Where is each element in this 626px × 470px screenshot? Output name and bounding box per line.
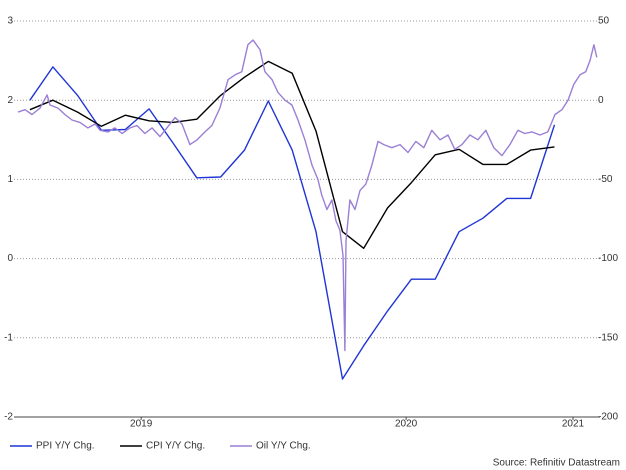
legend-label: CPI Y/Y Chg. (146, 441, 205, 452)
y2-tick-label: -100 (598, 253, 618, 264)
source: Source: Refinitiv Datastream (493, 458, 620, 469)
y-tick-label: 0 (7, 253, 13, 264)
y-tick-label: 1 (7, 174, 13, 185)
y2-tick-label: -200 (598, 412, 618, 423)
x-tick-label: 2020 (395, 419, 418, 430)
y2-tick-label: -150 (598, 332, 618, 343)
series-line (29, 66, 556, 380)
y-tick-label: 2 (7, 95, 13, 106)
y-tick-label: -2 (4, 412, 13, 423)
legend-label: PPI Y/Y Chg. (36, 441, 95, 452)
y2-tick-label: -50 (598, 174, 613, 185)
y2-tick-label: 50 (598, 16, 610, 27)
series-line (17, 39, 598, 352)
x-tick-label: 2019 (130, 419, 153, 430)
y2-tick-label: 0 (598, 95, 604, 106)
y-tick-label: -1 (4, 332, 13, 343)
series-line (29, 60, 555, 249)
y-tick-label: 3 (7, 16, 13, 27)
x-tick-label: 2021 (562, 419, 585, 430)
legend-label: Oil Y/Y Chg. (256, 441, 311, 452)
